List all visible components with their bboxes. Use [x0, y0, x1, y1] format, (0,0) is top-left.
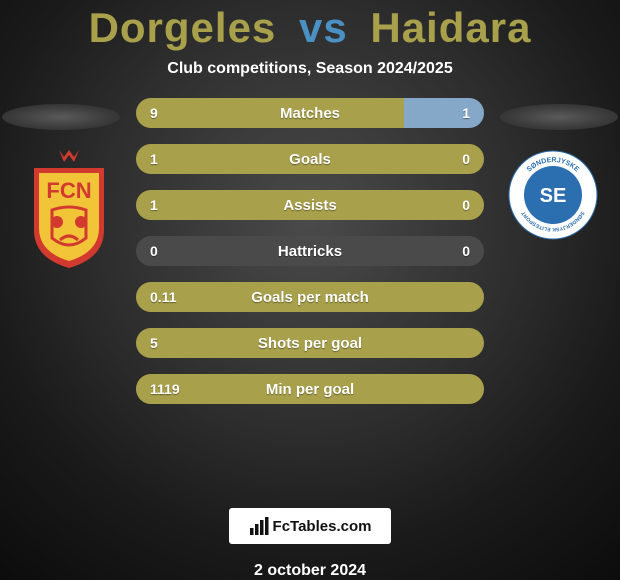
- fctables-badge: FcTables.com: [229, 508, 391, 544]
- sonderjyske-badge-icon: SØNDERJYSKE SØNDERJYSK ELITESPORT SE: [508, 150, 598, 240]
- stat-row: Goals1 0: [136, 144, 484, 174]
- team-badge-left: FCN: [24, 150, 114, 270]
- stat-label: Shots per goal: [136, 328, 484, 358]
- stat-row: Hattricks0 0: [136, 236, 484, 266]
- fctables-icon: [249, 516, 269, 536]
- shadow-ellipse-left: [2, 104, 120, 130]
- stat-label: Assists: [136, 190, 484, 220]
- stat-value-left: 1: [150, 190, 158, 220]
- stat-value-left: 1: [150, 144, 158, 174]
- fcn-badge-icon: FCN: [24, 150, 114, 270]
- vs-text: vs: [299, 4, 348, 51]
- stat-value-right: 1: [462, 98, 470, 128]
- shadow-ellipse-right: [500, 104, 618, 130]
- stat-row: Goals per match0.11: [136, 282, 484, 312]
- svg-text:SE: SE: [540, 185, 567, 207]
- stat-value-left: 0.11: [150, 282, 176, 312]
- stat-row: Min per goal1119: [136, 374, 484, 404]
- stat-value-right: 0: [462, 144, 470, 174]
- stat-label: Goals: [136, 144, 484, 174]
- stat-bars: Matches91Goals10Assists10Hattricks00Goal…: [136, 98, 484, 420]
- team-badge-right: SØNDERJYSKE SØNDERJYSK ELITESPORT SE: [508, 150, 598, 270]
- player1-name: Dorgeles: [89, 4, 277, 51]
- comparison-area: FCN SØNDERJYSKE SØNDERJYSK ELITESPORT S: [0, 78, 620, 168]
- stat-value-right: 0: [462, 190, 470, 220]
- stat-label: Goals per match: [136, 282, 484, 312]
- stat-row: Assists1 0: [136, 190, 484, 220]
- fctables-label: FcTables.com: [273, 518, 372, 535]
- stat-row: Shots per goal5: [136, 328, 484, 358]
- player2-name: Haidara: [370, 4, 531, 51]
- stat-value-left: 1119: [150, 374, 180, 404]
- page-title: Dorgeles vs Haidara: [89, 4, 532, 52]
- stat-label: Matches: [136, 98, 484, 128]
- stat-value-left: 0: [150, 236, 158, 266]
- stat-label: Min per goal: [136, 374, 484, 404]
- date-text: 2 october 2024: [254, 562, 366, 580]
- stat-value-right: 0: [462, 236, 470, 266]
- stat-label: Hattricks: [136, 236, 484, 266]
- svg-text:FCN: FCN: [46, 178, 91, 203]
- subtitle: Club competitions, Season 2024/2025: [167, 60, 452, 78]
- stat-row: Matches9 1: [136, 98, 484, 128]
- stat-value-left: 9: [150, 98, 158, 128]
- stat-value-left: 5: [150, 328, 158, 358]
